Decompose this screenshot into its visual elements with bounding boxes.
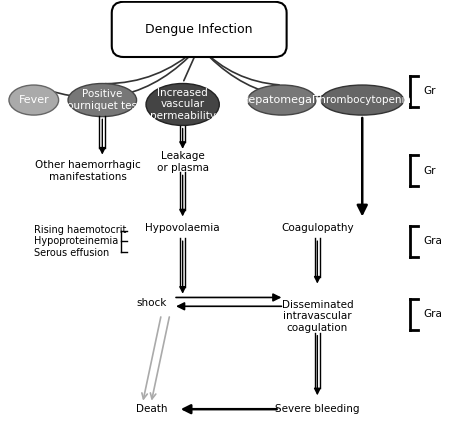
Text: Rising haemotocrit
Hypoproteinemia
Serous effusion: Rising haemotocrit Hypoproteinemia Serou… — [34, 225, 126, 258]
Text: Gra: Gra — [424, 309, 443, 319]
Ellipse shape — [146, 83, 219, 125]
Text: Leakage
or plasma: Leakage or plasma — [156, 151, 209, 173]
Text: Coagulopathy: Coagulopathy — [281, 223, 354, 233]
Text: Fever: Fever — [18, 95, 49, 105]
Text: Increased
vascular
permeability: Increased vascular permeability — [150, 88, 216, 121]
Text: Gr: Gr — [424, 86, 436, 96]
Text: Dengue Infection: Dengue Infection — [146, 23, 253, 36]
Text: Gr: Gr — [424, 166, 436, 176]
Text: Gra: Gra — [424, 237, 443, 246]
Text: Hypovolaemia: Hypovolaemia — [146, 223, 220, 233]
FancyArrowPatch shape — [105, 48, 197, 84]
Text: Disseminated
intravascular
coagulation: Disseminated intravascular coagulation — [282, 300, 353, 333]
FancyArrowPatch shape — [201, 48, 360, 97]
Ellipse shape — [321, 85, 403, 115]
Text: shock: shock — [137, 298, 167, 308]
Ellipse shape — [9, 85, 59, 115]
Ellipse shape — [247, 85, 316, 115]
FancyBboxPatch shape — [112, 2, 287, 57]
FancyArrowPatch shape — [184, 49, 198, 81]
Text: Severe bleeding: Severe bleeding — [275, 404, 360, 414]
Text: Positive
tourniquet test: Positive tourniquet test — [63, 89, 141, 111]
Text: Hepatomegaly: Hepatomegaly — [241, 95, 323, 105]
FancyArrowPatch shape — [36, 48, 197, 98]
Text: Thrombocytopenia: Thrombocytopenia — [313, 95, 411, 105]
Text: Other haemorrhagic
manifestations: Other haemorrhagic manifestations — [35, 160, 141, 182]
Ellipse shape — [68, 83, 137, 117]
Text: Death: Death — [136, 404, 168, 414]
FancyArrowPatch shape — [201, 48, 279, 85]
